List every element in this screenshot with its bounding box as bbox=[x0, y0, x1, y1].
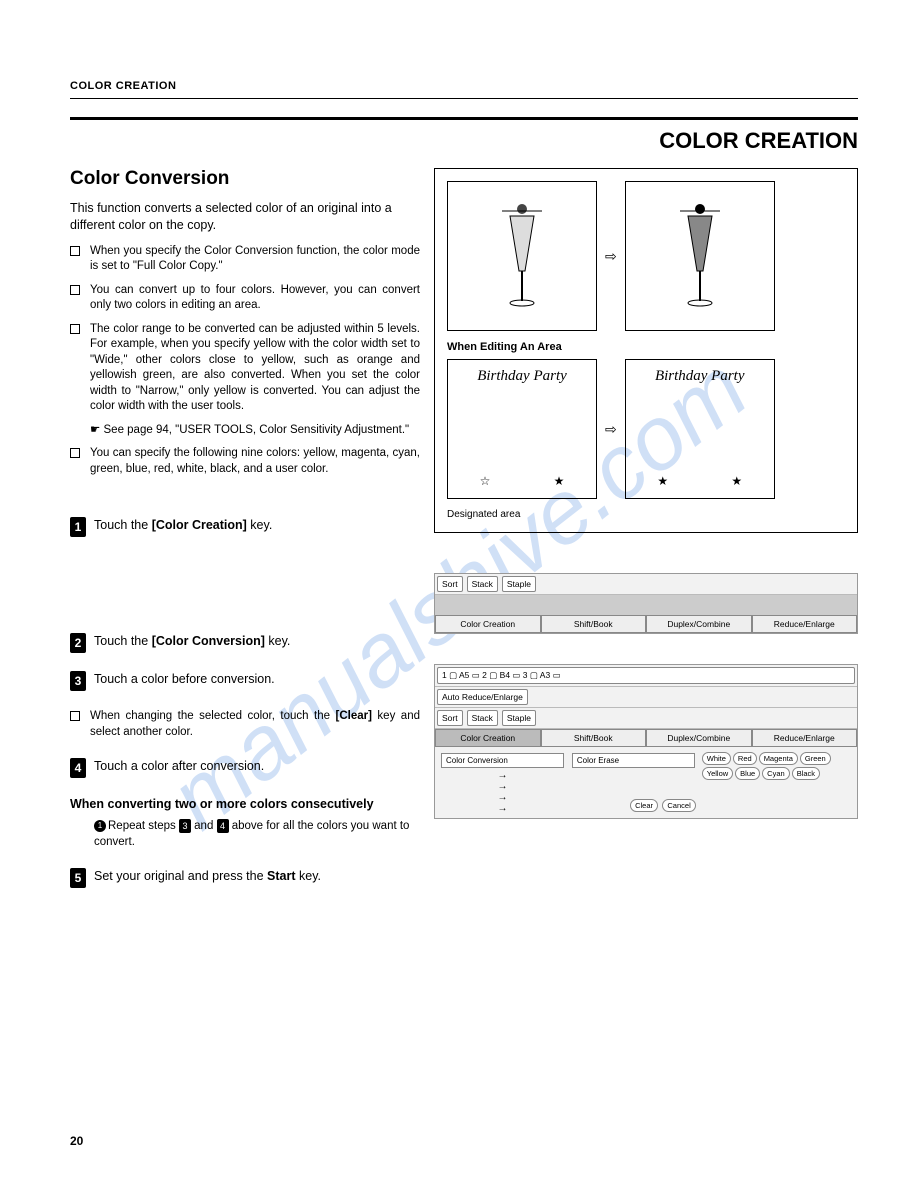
paper-select[interactable]: 1 ▢ A5 ▭ 2 ▢ B4 ▭ 3 ▢ A3 ▭ bbox=[437, 667, 855, 684]
horizontal-rule bbox=[70, 117, 858, 120]
party-label: Birthday Party bbox=[626, 368, 774, 385]
sort-button[interactable]: Sort bbox=[437, 576, 463, 592]
designated-label: Designated area bbox=[447, 509, 845, 520]
color-button[interactable]: White bbox=[702, 752, 731, 765]
color-button[interactable]: Red bbox=[733, 752, 757, 765]
step-number-icon: 2 bbox=[70, 633, 86, 653]
inline-step-icon: 4 bbox=[217, 819, 229, 833]
color-button[interactable]: Cyan bbox=[762, 767, 790, 780]
page-number: 20 bbox=[70, 1134, 83, 1148]
cancel-button[interactable]: Cancel bbox=[662, 799, 695, 812]
figure-illustration: ⇨ When Editing An Area Birth bbox=[434, 168, 858, 533]
tab-shift-book[interactable]: Shift/Book bbox=[541, 729, 647, 747]
tab-color-creation[interactable]: Color Creation bbox=[435, 615, 541, 633]
color-conversion-button[interactable]: Color Conversion bbox=[441, 753, 564, 768]
inline-step-icon: 3 bbox=[179, 819, 191, 833]
step-text: Set your original and press the Start ke… bbox=[94, 868, 321, 886]
color-button[interactable]: Magenta bbox=[759, 752, 798, 765]
staple-button[interactable]: Staple bbox=[502, 710, 536, 726]
running-head: COLOR CREATION bbox=[70, 80, 858, 99]
bullet-text: You can convert up to four colors. Howev… bbox=[90, 283, 420, 314]
tab-duplex-combine[interactable]: Duplex/Combine bbox=[646, 729, 752, 747]
sort-button[interactable]: Sort bbox=[437, 710, 463, 726]
checkbox-icon bbox=[70, 285, 80, 295]
figure-panel bbox=[625, 181, 775, 331]
bullet-text: The color range to be converted can be a… bbox=[90, 322, 420, 415]
step-text: Touch a color after conversion. bbox=[94, 758, 264, 776]
color-erase-button[interactable]: Color Erase bbox=[572, 753, 695, 768]
arrow-right-icon: ⇨ bbox=[605, 248, 617, 265]
conversion-arrow-list: →→→→ bbox=[439, 770, 566, 814]
staple-button[interactable]: Staple bbox=[502, 576, 536, 592]
star-icon: ★ bbox=[657, 474, 668, 488]
auto-reduce-button[interactable]: Auto Reduce/Enlarge bbox=[437, 689, 528, 705]
ui-spacer bbox=[435, 595, 857, 615]
page-title: COLOR CREATION bbox=[70, 128, 858, 154]
figure-panel bbox=[447, 181, 597, 331]
arrow-right-icon: ⇨ bbox=[605, 421, 617, 438]
color-button[interactable]: Black bbox=[792, 767, 820, 780]
party-label: Birthday Party bbox=[448, 368, 596, 385]
bullet-text: You can specify the following nine color… bbox=[90, 446, 420, 477]
step-number-icon: 5 bbox=[70, 868, 86, 888]
checkbox-icon bbox=[70, 711, 80, 721]
checkbox-icon bbox=[70, 246, 80, 256]
star-icon: ★ bbox=[554, 474, 565, 488]
tab-reduce-enlarge[interactable]: Reduce/Enlarge bbox=[752, 729, 858, 747]
color-button[interactable]: Green bbox=[800, 752, 831, 765]
bullet-text: When changing the selected color, touch … bbox=[90, 709, 420, 740]
tab-color-creation[interactable]: Color Creation bbox=[435, 729, 541, 747]
clear-button[interactable]: Clear bbox=[630, 799, 658, 812]
tab-reduce-enlarge[interactable]: Reduce/Enlarge bbox=[752, 615, 858, 633]
substep-number-icon: 1 bbox=[94, 820, 106, 832]
step-text: Touch a color before conversion. bbox=[94, 671, 275, 689]
checkbox-icon bbox=[70, 324, 80, 334]
color-button[interactable]: Blue bbox=[735, 767, 760, 780]
section-title: Color Conversion bbox=[70, 168, 420, 190]
step-number-icon: 1 bbox=[70, 517, 86, 537]
figure-caption: When Editing An Area bbox=[447, 341, 845, 353]
step-number-icon: 3 bbox=[70, 671, 86, 691]
substep: 1Repeat steps 3 and 4 above for all the … bbox=[94, 819, 420, 850]
stack-button[interactable]: Stack bbox=[467, 710, 498, 726]
bullet-text: When you specify the Color Conversion fu… bbox=[90, 244, 420, 275]
ui-screenshot: Sort Stack Staple Color Creation Shift/B… bbox=[434, 573, 858, 634]
step-text: Touch the [Color Creation] key. bbox=[94, 517, 272, 535]
figure-panel: Birthday Party ☆ ★ bbox=[447, 359, 597, 499]
pointer-reference: ☛ See page 94, "USER TOOLS, Color Sensit… bbox=[90, 423, 420, 439]
star-icon: ★ bbox=[731, 474, 742, 488]
color-button[interactable]: Yellow bbox=[702, 767, 733, 780]
glass-icon bbox=[670, 201, 730, 311]
intro-text: This function converts a selected color … bbox=[70, 200, 420, 234]
glass-icon bbox=[492, 201, 552, 311]
step-text: Touch the [Color Conversion] key. bbox=[94, 633, 290, 651]
checkbox-icon bbox=[70, 448, 80, 458]
tab-shift-book[interactable]: Shift/Book bbox=[541, 615, 647, 633]
subhead: When converting two or more colors conse… bbox=[70, 796, 420, 813]
ui-screenshot: 1 ▢ A5 ▭ 2 ▢ B4 ▭ 3 ▢ A3 ▭ Auto Reduce/E… bbox=[434, 664, 858, 819]
step-number-icon: 4 bbox=[70, 758, 86, 778]
stack-button[interactable]: Stack bbox=[467, 576, 498, 592]
tab-duplex-combine[interactable]: Duplex/Combine bbox=[646, 615, 752, 633]
star-icon: ☆ bbox=[480, 474, 491, 488]
figure-panel: Birthday Party ★ ★ bbox=[625, 359, 775, 499]
